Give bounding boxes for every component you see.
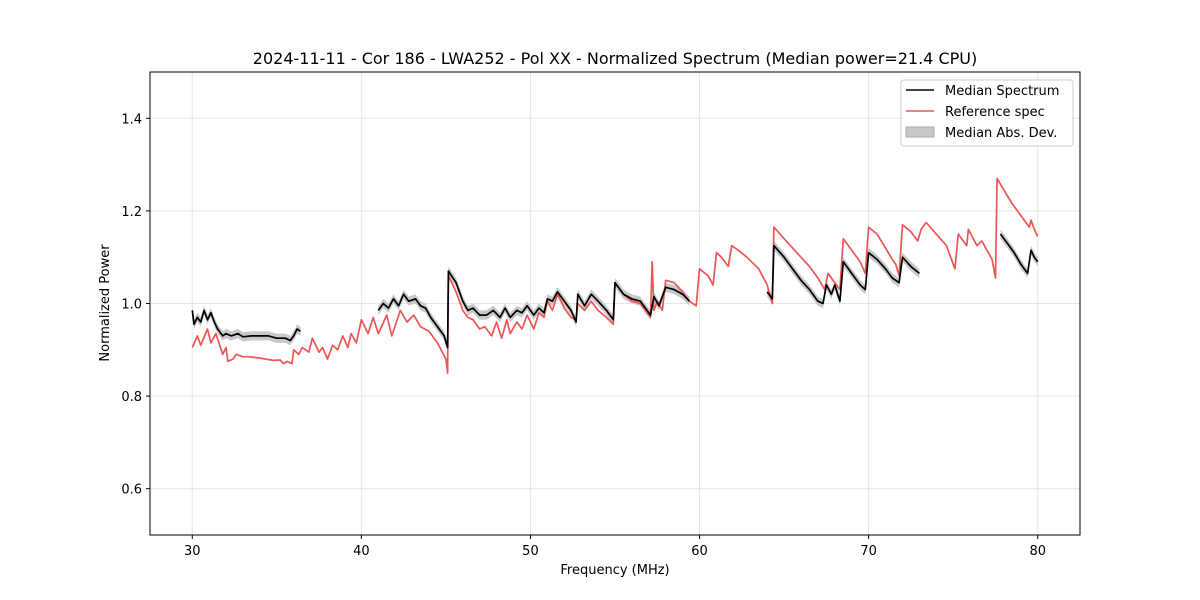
x-tick-label: 70 xyxy=(860,544,877,559)
legend-mad-swatch xyxy=(905,126,935,138)
x-axis-label: Frequency (MHz) xyxy=(560,563,669,578)
y-tick-label: 1.4 xyxy=(121,112,142,127)
x-tick-label: 40 xyxy=(353,544,370,559)
y-tick-label: 1.0 xyxy=(121,298,142,313)
x-tick-label: 50 xyxy=(522,544,539,559)
y-tick-label: 1.2 xyxy=(121,205,142,220)
x-tick-label: 80 xyxy=(1029,544,1046,559)
legend-mad-label: Median Abs. Dev. xyxy=(945,126,1057,141)
legend-box xyxy=(900,79,1074,147)
y-tick-label: 0.8 xyxy=(121,390,142,405)
y-axis-ticks: 0.6 0.8 1.0 1.2 1.4 xyxy=(121,112,150,498)
y-axis-label: Normalized Power xyxy=(98,244,113,362)
series-lines xyxy=(191,177,1039,374)
median-spectrum-line xyxy=(191,309,301,342)
median-spectrum-line xyxy=(377,270,691,349)
reference-spec-line xyxy=(191,177,1039,374)
median-spectrum-line xyxy=(999,233,1039,275)
chart-title: 2024-11-11 - Cor 186 - LWA252 - Pol XX -… xyxy=(253,49,977,68)
y-tick-label: 0.6 xyxy=(121,483,142,498)
x-axis-ticks: 30 40 50 60 70 80 xyxy=(184,535,1046,559)
mad-band-segment xyxy=(192,305,301,346)
legend-median-label: Median Spectrum xyxy=(945,84,1059,99)
legend: Median Spectrum Reference spec Median Ab… xyxy=(900,79,1074,147)
x-tick-label: 30 xyxy=(184,544,201,559)
x-tick-label: 60 xyxy=(691,544,708,559)
legend-reference-label: Reference spec xyxy=(945,105,1045,120)
median-spectrum-line xyxy=(766,244,920,305)
